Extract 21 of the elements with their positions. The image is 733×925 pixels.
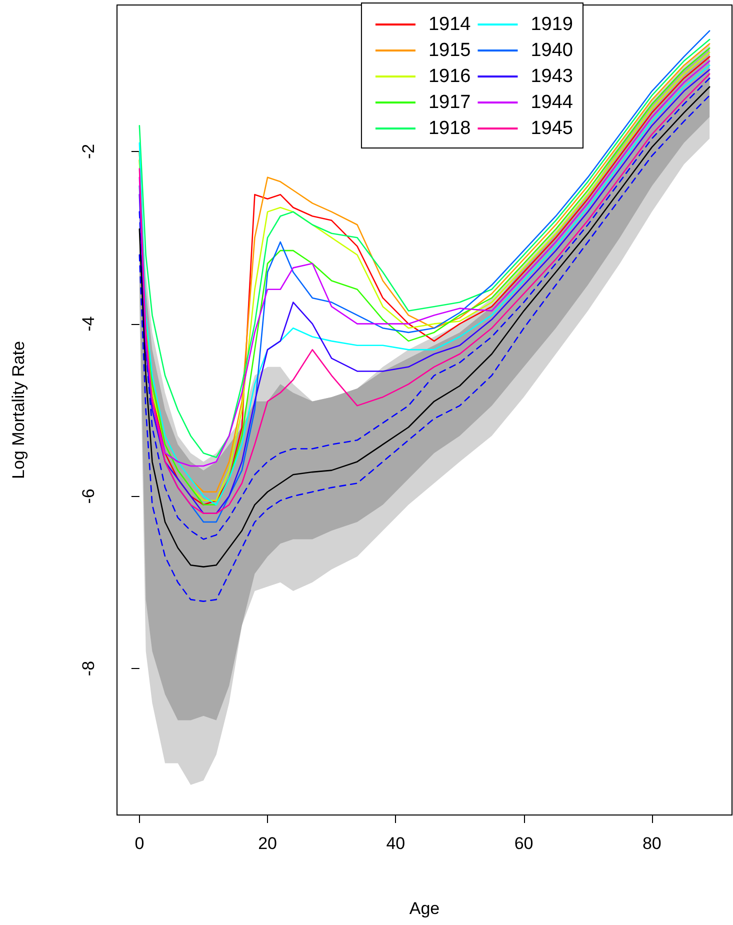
legend-label: 1914	[428, 14, 472, 35]
y-tick-label: -4	[79, 316, 98, 332]
x-tick-label: 20	[258, 834, 278, 853]
legend-label: 1943	[530, 66, 574, 87]
y-tick-label: -2	[79, 144, 98, 160]
x-tick-label: 80	[642, 834, 662, 853]
legend-label: 1917	[428, 92, 471, 113]
legend-label: 1916	[428, 66, 471, 87]
x-axis-title: Age	[409, 899, 440, 918]
legend-label: 1940	[530, 40, 574, 61]
y-tick-label: -6	[79, 488, 98, 504]
legend-label: 1918	[428, 118, 471, 139]
legend-label: 1919	[530, 14, 574, 35]
y-axis-title: Log Mortality Rate	[9, 341, 28, 479]
x-tick-label: 40	[386, 834, 406, 853]
x-tick-label: 60	[514, 834, 534, 853]
legend-label: 1944	[530, 92, 574, 113]
x-tick-label: 0	[134, 834, 144, 853]
y-tick-label: -8	[79, 660, 98, 676]
legend-label: 1945	[530, 118, 574, 139]
legend-label: 1915	[428, 40, 471, 61]
